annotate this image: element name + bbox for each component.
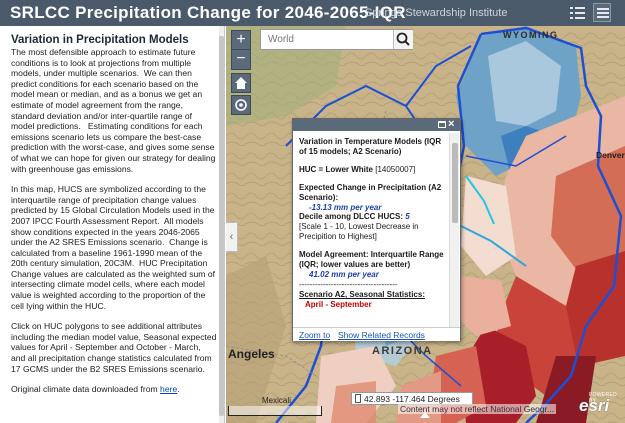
info-popup: × Variation in Temperature Models (IQR o… <box>292 118 461 341</box>
expected-change-value: -13.13 mm per year <box>309 202 382 212</box>
huc-line: HUC = Lower White [14050007] <box>299 165 449 175</box>
decile-note: [Scale 1 - 10, Lowest Decrease in Precip… <box>299 222 419 242</box>
popup-scroll-thumb[interactable] <box>452 143 458 223</box>
app-header: SRLCC Precipitation Change for 2046-2065… <box>0 0 625 26</box>
map-attribution: Content may not reflect National Geogr..… <box>398 404 557 414</box>
popup-anchor-icon <box>420 412 430 418</box>
esri-wordmark: esri <box>579 396 610 415</box>
label-arizona: ARIZONA <box>372 345 433 357</box>
powered-by-text: POWERED BY <box>589 392 617 404</box>
list-icon[interactable] <box>569 3 587 22</box>
zoom-in-button[interactable]: + <box>232 31 250 50</box>
app-subtitle: Springs Stewardship Institute <box>365 7 508 19</box>
decile-label: Decile among DLCC HUCS: <box>299 212 406 222</box>
show-related-records-link[interactable]: Show Related Records <box>338 330 425 340</box>
description-panel: Variation in Precipitation Models The mo… <box>0 26 225 423</box>
coordinate-text: 42.893 -117.464 Degrees <box>364 394 460 404</box>
huc-label: HUC = Lower White <box>299 164 376 174</box>
popup-content: Variation in Temperature Models (IQR of … <box>299 137 449 327</box>
home-button[interactable] <box>231 73 251 93</box>
search-button[interactable] <box>393 30 413 49</box>
decile-line: Decile among DLCC HUCS: 5 <box>299 212 449 222</box>
zoom-control: + − <box>231 30 251 70</box>
locate-icon <box>235 99 247 111</box>
esri-logo[interactable]: POWERED BY esri <box>575 392 621 418</box>
panel-paragraph-3: Click on HUC polygons to see additional … <box>11 321 219 374</box>
zoom-to-link[interactable]: Zoom to <box>299 330 331 340</box>
panel-title: Variation in Precipitation Models <box>11 34 189 46</box>
panel-scroll-thumb[interactable] <box>219 36 224 416</box>
menu-icon[interactable] <box>593 3 611 22</box>
panel-paragraph-4: Original climate data downloaded from he… <box>11 384 217 395</box>
panel-paragraph-1: The most defensible approach to estimate… <box>11 47 218 174</box>
home-icon <box>235 77 247 89</box>
collapse-panel-button[interactable]: ‹ <box>226 222 238 252</box>
source-link[interactable]: here <box>160 384 178 395</box>
season-name: April - September <box>305 299 372 309</box>
zoom-out-button[interactable]: − <box>236 50 246 67</box>
search-box <box>260 29 413 50</box>
source-text: Original climate data downloaded from <box>11 384 161 395</box>
panel-paragraph-2: In this map, HUCS are symbolized accordi… <box>11 184 218 311</box>
decile-value: 5 <box>405 212 410 222</box>
coordinate-icon <box>355 394 361 403</box>
popup-scrollbar[interactable] <box>449 133 459 327</box>
label-angeles: Angeles <box>228 347 275 361</box>
model-agreement-value: 41.02 mm per year <box>309 269 379 279</box>
label-wyoming: WYOMING <box>503 30 559 40</box>
popup-divider: ------------------------------------- <box>299 279 398 289</box>
popup-header: × <box>293 118 460 131</box>
label-denver: Denver <box>596 150 625 160</box>
seasonal-label: Scenario A2, Seasonal Statistics: <box>299 289 425 299</box>
model-agreement-label: Model Agreement: Interquartile Range (IQ… <box>299 250 444 270</box>
search-icon <box>396 32 410 46</box>
locate-button[interactable] <box>231 95 251 115</box>
huc-code: [14050007] <box>375 164 416 174</box>
panel-scrollbar[interactable] <box>219 26 224 423</box>
app-title: SRLCC Precipitation Change for 2046-2065… <box>10 3 406 22</box>
search-input[interactable] <box>261 30 392 49</box>
close-icon[interactable]: × <box>448 118 455 130</box>
expected-change-label: Expected Change in Precipitation (A2 Sce… <box>299 182 442 202</box>
popup-footer: Zoom to Show Related Records <box>293 327 460 341</box>
label-mexicali: Mexicali <box>262 396 291 405</box>
source-suffix: . <box>177 384 180 395</box>
basin-outline <box>480 26 623 423</box>
scale-bar <box>228 406 322 416</box>
popup-heading: Variation in Temperature Models (IQR of … <box>299 137 442 156</box>
maximize-icon[interactable] <box>438 121 446 128</box>
